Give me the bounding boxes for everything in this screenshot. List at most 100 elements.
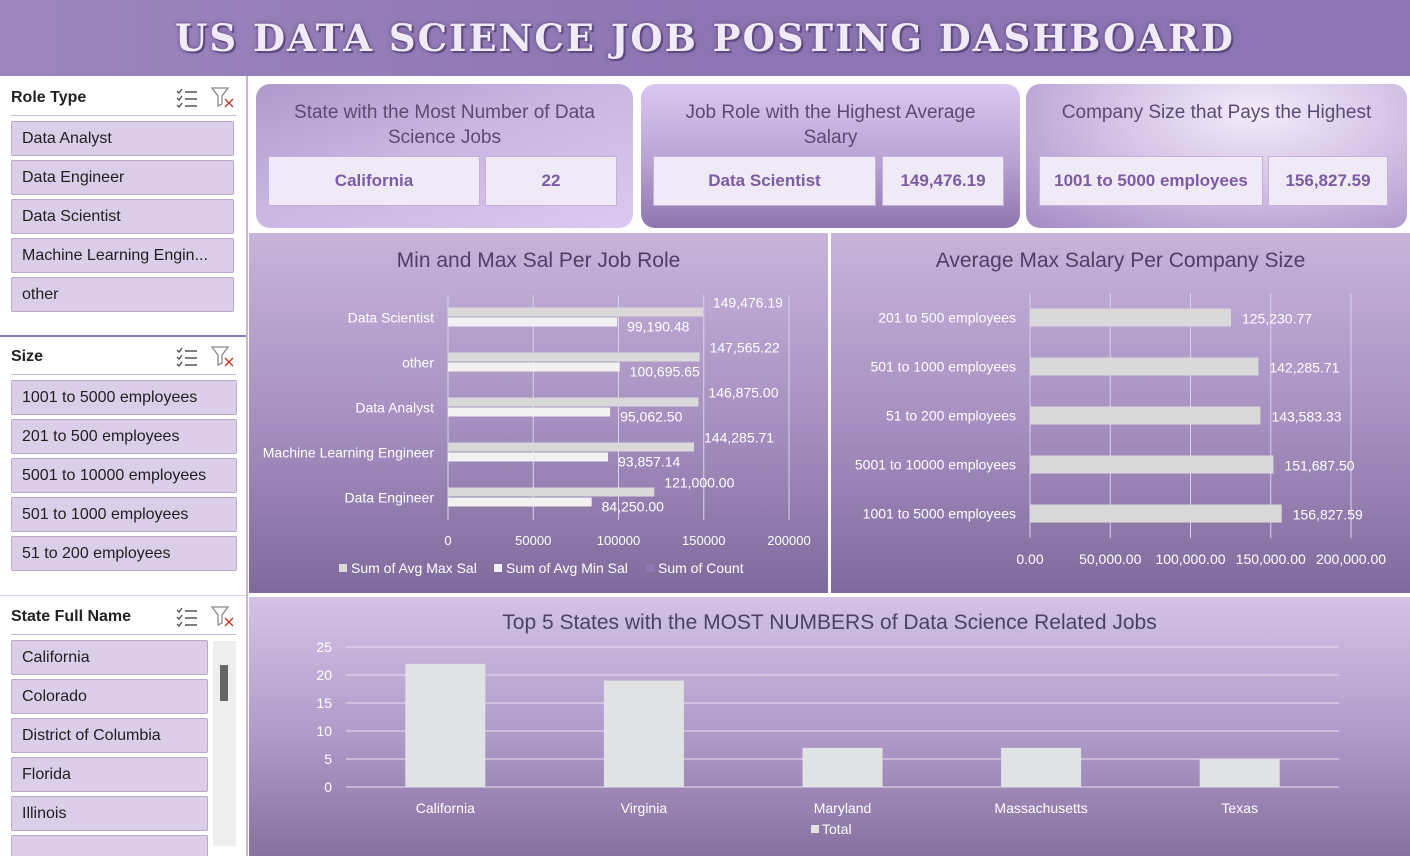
slicer-item[interactable]: Machine Learning Engin... (11, 238, 234, 273)
data-label: 125,230.77 (1242, 311, 1312, 327)
clear-filter-icon[interactable] (210, 604, 236, 630)
multi-select-icon[interactable] (174, 604, 200, 630)
slicer-item[interactable]: other (11, 277, 234, 312)
y-tick-label: 20 (316, 667, 332, 683)
x-tick-label: 200,000.00 (1316, 551, 1386, 567)
x-tick-label: Maryland (814, 800, 872, 816)
bar-min-salary (448, 362, 620, 372)
dashboard-title: US DATA SCIENCE JOB POSTING DASHBOARD (175, 16, 1235, 60)
job-role-salary-plot: 0 50000 100000 150000 200000 Data Scientist 14… (263, 295, 811, 577)
kpi-card-company: Company Size that Pays the Highest 1001 … (1026, 84, 1407, 228)
y-tick-label: 25 (316, 639, 332, 655)
kpi-title: Job Role with the Highest Average Salary (685, 102, 976, 148)
x-tick-label: 100000 (597, 533, 640, 548)
data-label: 149,476.19 (713, 295, 783, 311)
bar-max-salary (448, 352, 700, 362)
legend-swatch (646, 564, 654, 572)
slicer-header: Size (11, 339, 236, 375)
data-label: 147,565.22 (710, 340, 780, 356)
kpi-title: Company Size that Pays the Highest (1061, 102, 1372, 123)
dashboard-header: US DATA SCIENCE JOB POSTING DASHBOARD (0, 0, 1410, 76)
slicer-item[interactable]: Data Scientist (11, 199, 234, 234)
chart-title: Average Max Salary Per Company Size (935, 249, 1306, 272)
slicer-divider (0, 595, 247, 596)
data-label: 142,285.71 (1269, 360, 1339, 376)
top-states-plot: 0 5 10 15 20 25 California Virginia Maryland Mass… (316, 639, 1339, 837)
y-tick-label: 1001 to 5000 employees (863, 506, 1016, 522)
company-size-salary-chart: Average Max Salary Per Company Size 0.00… (831, 233, 1410, 593)
slicer-title: Size (11, 347, 44, 365)
state-slicer: State Full Name California Colorado Dist… (0, 599, 247, 856)
legend-label: Sum of Avg Min Sal (506, 560, 628, 576)
bar-min-salary (448, 497, 592, 507)
multi-select-icon[interactable] (174, 85, 200, 111)
chart-title: Min and Max Sal Per Job Role (396, 249, 681, 272)
bar-min-salary (448, 317, 618, 327)
slicer-item[interactable]: 501 to 1000 employees (11, 497, 237, 532)
bar-max-salary (448, 442, 695, 452)
slicer-item[interactable]: Data Analyst (11, 121, 234, 156)
multi-select-icon[interactable] (174, 344, 200, 370)
x-tick-label: 0 (444, 533, 451, 548)
x-tick-label: 150000 (682, 533, 725, 548)
slicer-item[interactable]: California (11, 640, 208, 675)
kpi-card-state: State with the Most Number of Data Scien… (256, 84, 633, 228)
scrollbar-thumb[interactable] (220, 665, 228, 701)
data-label: 143,583.33 (1271, 409, 1341, 425)
y-tick-label: Data Engineer (344, 490, 434, 506)
kpi-card-role: Job Role with the Highest Average Salary… (641, 84, 1020, 228)
data-label: 99,190.48 (627, 319, 689, 335)
bar (1001, 747, 1082, 787)
kpi-name: California (268, 156, 480, 206)
slicer-item[interactable]: 201 to 500 employees (11, 419, 237, 454)
slicer-item[interactable]: 5001 to 10000 employees (11, 458, 237, 493)
data-label: 93,857.14 (618, 454, 680, 470)
slicer-scrollbar[interactable] (213, 641, 236, 846)
x-tick-label: 150,000.00 (1236, 551, 1306, 567)
x-tick-label: California (416, 800, 475, 816)
y-tick-label: Data Analyst (355, 400, 434, 416)
slicer-item-partial[interactable] (11, 835, 208, 856)
slicer-item[interactable]: 1001 to 5000 employees (11, 380, 237, 415)
slicer-item[interactable]: Colorado (11, 679, 208, 714)
bar-min-salary (448, 452, 609, 462)
role-type-slicer: Role Type Data Analyst Data Engineer Dat… (0, 80, 247, 336)
x-tick-label: 50,000.00 (1079, 551, 1141, 567)
kpi-title: State with the Most Number of Data Scien… (294, 102, 595, 148)
y-tick-label: other (402, 355, 434, 371)
job-role-salary-chart: Min and Max Sal Per Job Role 0 50000 10000… (249, 233, 828, 593)
bar (405, 663, 486, 787)
kpi-name: 1001 to 5000 employees (1039, 156, 1263, 206)
data-label: 100,695.65 (630, 364, 700, 380)
clear-filter-icon[interactable] (210, 344, 236, 370)
slicer-item[interactable]: District of Columbia (11, 718, 208, 753)
y-tick-label: 51 to 200 employees (886, 408, 1016, 424)
bar-max-salary (448, 397, 699, 407)
bar (1030, 406, 1261, 425)
y-tick-label: 15 (316, 695, 332, 711)
data-label: 151,687.50 (1284, 458, 1354, 474)
y-tick-label: 10 (316, 723, 332, 739)
clear-filter-icon[interactable] (210, 85, 236, 111)
slicer-item[interactable]: Data Engineer (11, 160, 234, 195)
x-tick-label: Massachusetts (994, 800, 1087, 816)
x-tick-label: Texas (1221, 800, 1258, 816)
slicer-header: State Full Name (11, 599, 236, 635)
slicer-item[interactable]: Illinois (11, 796, 208, 831)
data-label: 144,285.71 (704, 430, 774, 446)
x-tick-label: 200000 (767, 533, 810, 548)
slicer-title: Role Type (11, 88, 87, 106)
slicer-item[interactable]: 51 to 200 employees (11, 536, 237, 571)
slicer-title: State Full Name (11, 607, 132, 625)
y-tick-label: 201 to 500 employees (878, 310, 1016, 326)
y-tick-label: 0 (324, 779, 332, 795)
company-size-salary-plot: 0.00 50,000.00 100,000.00 150,000.00 200,000… (855, 293, 1386, 567)
size-slicer: Size 1001 to 5000 employees 201 to 500 e… (0, 339, 247, 595)
slicer-item[interactable]: Florida (11, 757, 208, 792)
legend-swatch (494, 564, 502, 572)
bar (802, 747, 883, 787)
x-tick-label: 50000 (515, 533, 551, 548)
x-tick-label: Virginia (621, 800, 668, 816)
slicer-divider (0, 335, 247, 337)
legend-swatch (339, 564, 347, 572)
